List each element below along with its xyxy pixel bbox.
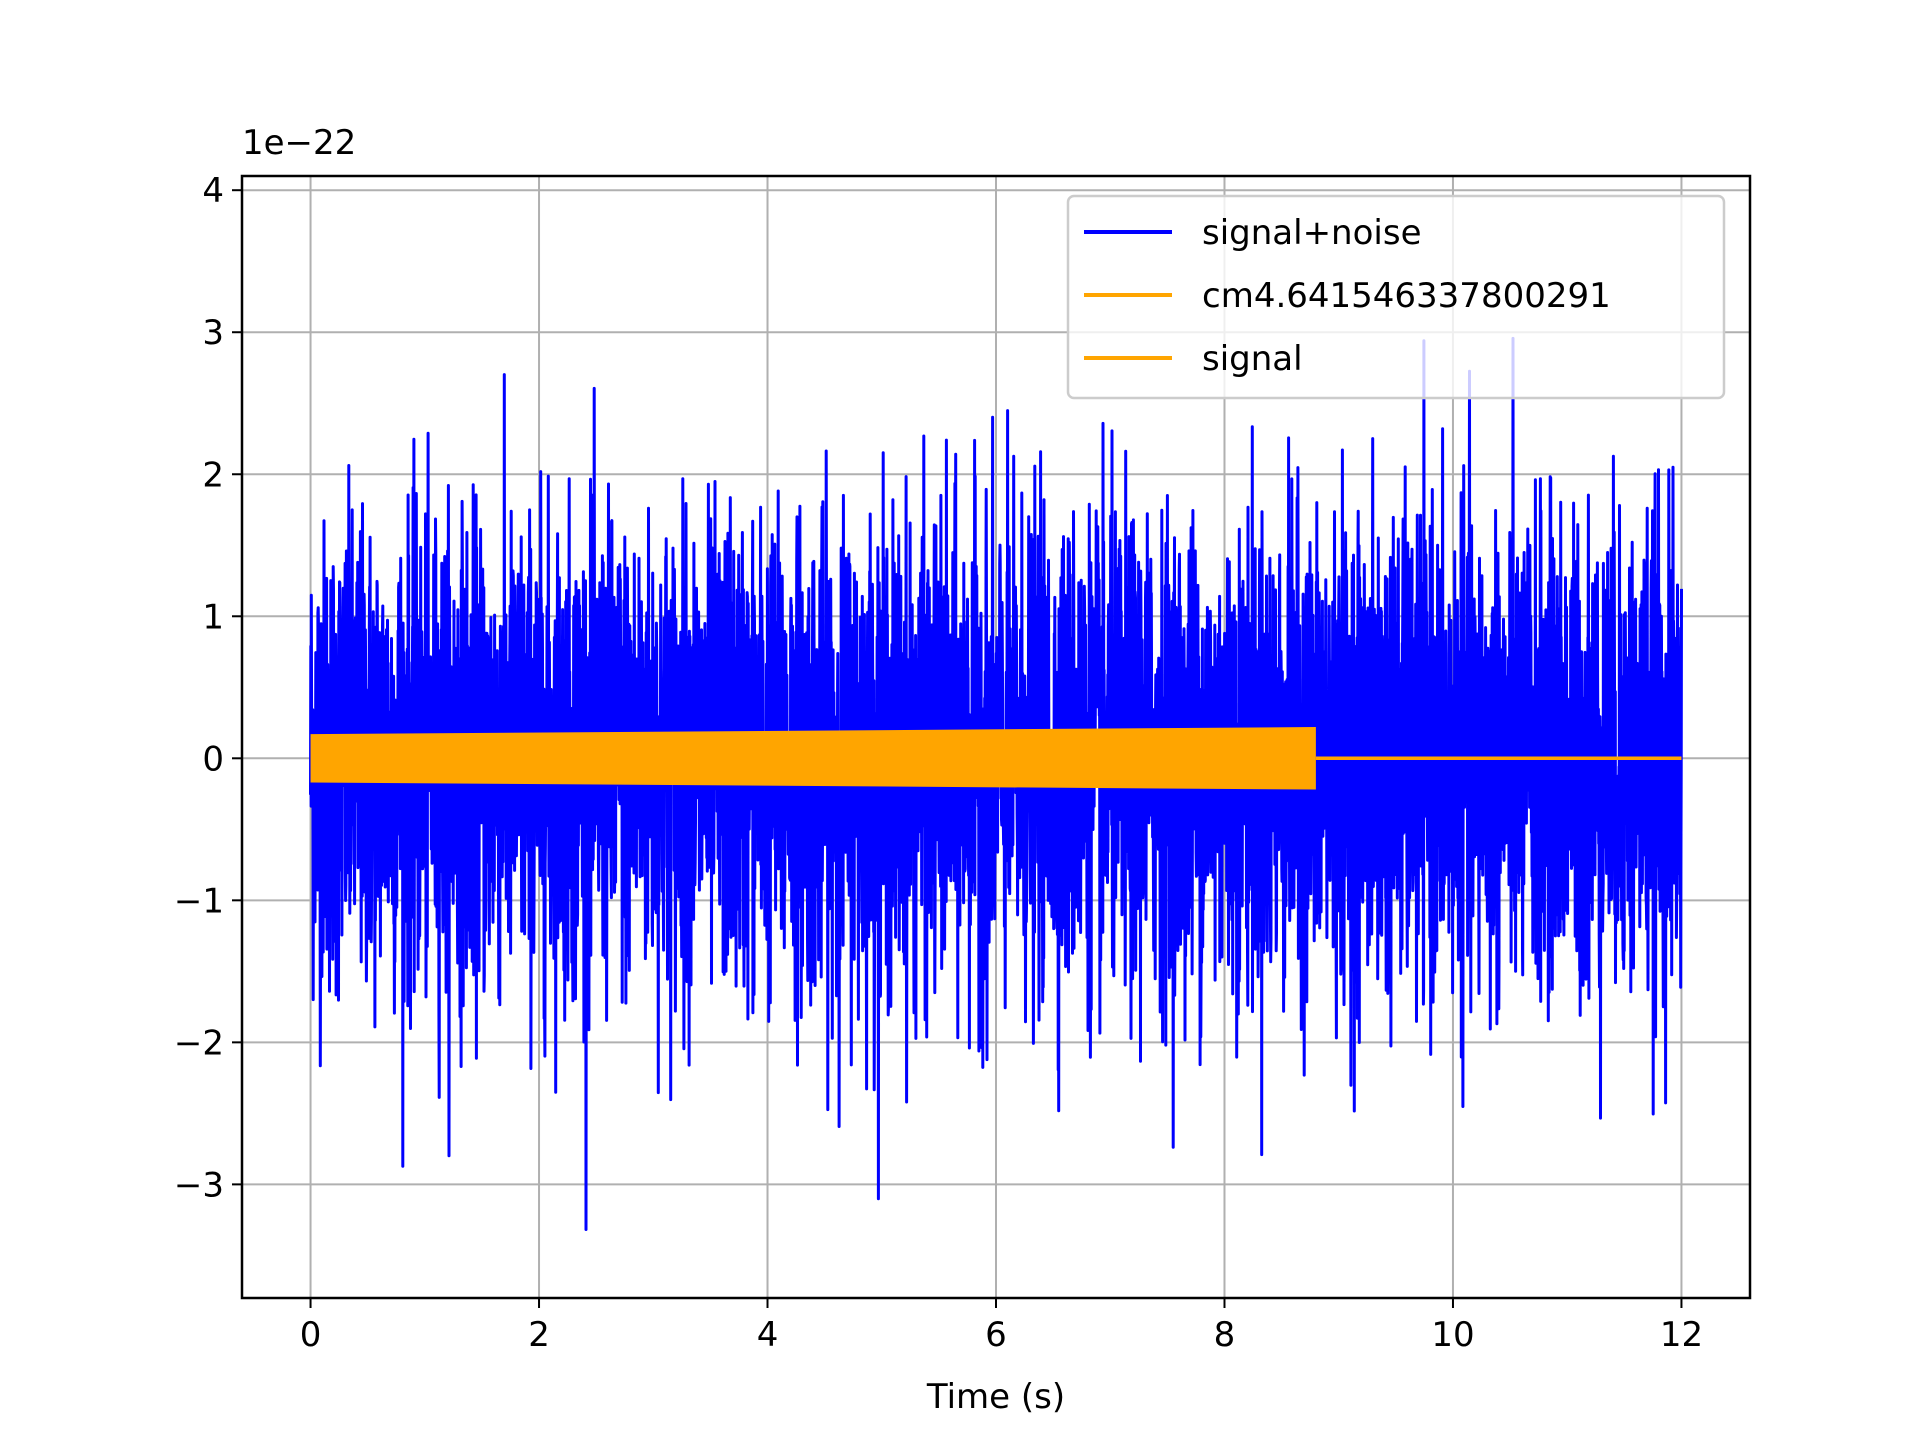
x-tick-label: 0 [300,1315,322,1355]
y-tick-label: 1 [202,597,224,637]
legend-entry-cm: cm4.641546337800291 [1084,276,1611,316]
legend-entry-signal: signal [1084,339,1303,379]
legend-box [1066,194,1726,400]
series-signal-noise [309,336,1683,1231]
legend: signal+noise cm4.641546337800291 signal [1066,194,1726,400]
y-tick-label: 0 [202,739,224,779]
x-tick-label: 2 [528,1315,550,1355]
y-tick-label: −3 [174,1165,224,1205]
y-offset-label: 1e−22 [242,123,356,163]
x-tick-label: 8 [1214,1315,1236,1355]
x-tick-label: 6 [985,1315,1007,1355]
x-tick-label: 10 [1431,1315,1474,1355]
plot-area [309,336,1683,1231]
legend-label-signal: signal [1202,339,1303,379]
series-cm-band [310,727,1316,790]
x-tick-label: 4 [757,1315,779,1355]
y-tick-label: 4 [202,171,224,211]
x-axis-label: Time (s) [926,1377,1065,1417]
y-tick-label: 3 [202,313,224,353]
x-axis: 0 2 4 6 8 10 12 [300,1298,1703,1355]
legend-entry-signal-noise: signal+noise [1084,213,1422,253]
y-tick-label: −1 [174,881,224,921]
y-tick-label: −2 [174,1023,224,1063]
legend-label-signal-noise: signal+noise [1202,213,1422,253]
x-tick-label: 12 [1660,1315,1703,1355]
legend-label-cm: cm4.641546337800291 [1202,276,1611,316]
y-tick-label: 2 [202,455,224,495]
y-axis: −3 −2 −1 0 1 2 3 4 [174,171,242,1205]
